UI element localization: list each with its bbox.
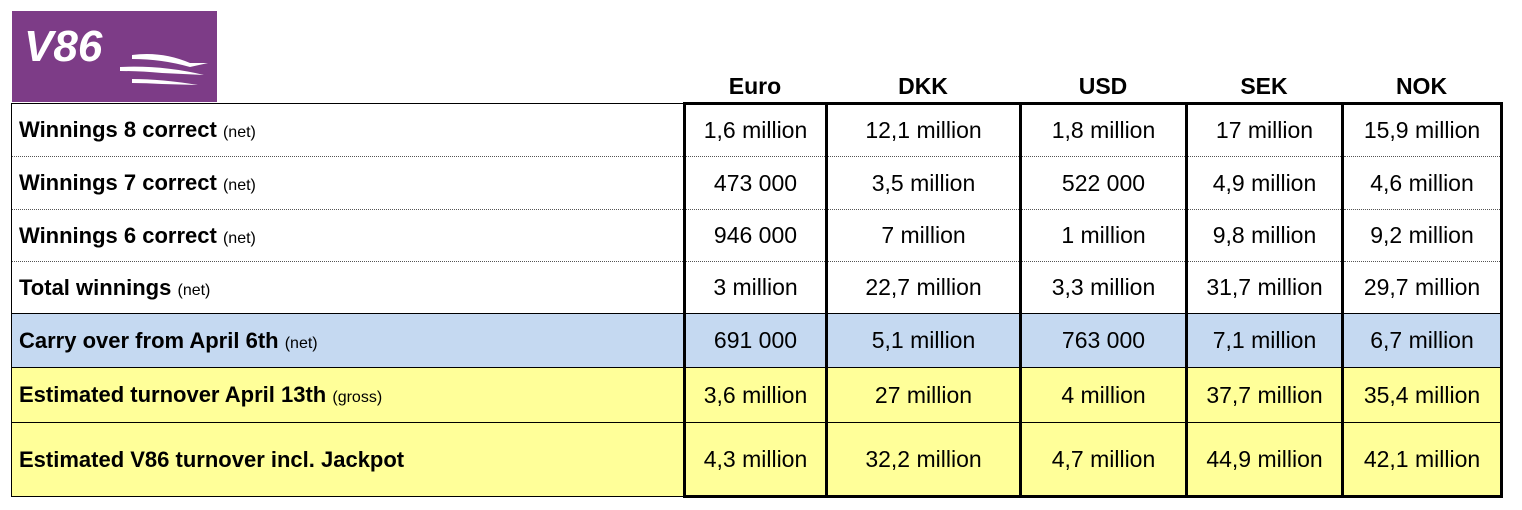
- table-row: Estimated turnover April 13th (gross) 3,…: [11, 367, 1503, 423]
- table-row: Winnings 8 correct (net) 1,6 million 12,…: [11, 102, 1503, 157]
- cell-nok: 4,6 million: [1341, 156, 1503, 210]
- cell-euro: 691 000: [683, 313, 828, 368]
- cell-dkk: 27 million: [825, 367, 1022, 423]
- row-note: (net): [284, 334, 318, 352]
- cell-sek: 17 million: [1185, 102, 1344, 157]
- cell-euro: 1,6 million: [683, 102, 828, 157]
- logo-text: V86: [24, 22, 103, 71]
- row-label: Estimated turnover April 13th (gross): [11, 367, 685, 423]
- cell-nok: 6,7 million: [1341, 313, 1503, 368]
- cell-nok: 35,4 million: [1341, 367, 1503, 423]
- cell-sek: 4,9 million: [1185, 156, 1344, 210]
- cell-euro: 4,3 million: [683, 422, 828, 498]
- cell-usd: 3,3 million: [1019, 261, 1188, 314]
- cell-sek: 31,7 million: [1185, 261, 1344, 314]
- row-label: Estimated V86 turnover incl. Jackpot: [11, 422, 685, 497]
- table-row: Winnings 6 correct (net) 946 000 7 milli…: [11, 209, 1503, 262]
- column-header-usd: USD: [1078, 73, 1128, 99]
- cell-dkk: 22,7 million: [825, 261, 1022, 314]
- winnings-table: Winnings 8 correct (net) 1,6 million 12,…: [11, 102, 1503, 498]
- cell-usd: 1 million: [1019, 209, 1188, 262]
- column-header-nok: NOK: [1395, 73, 1448, 99]
- cell-euro: 473 000: [683, 156, 828, 210]
- row-label: Winnings 7 correct (net): [11, 156, 685, 210]
- cell-usd: 522 000: [1019, 156, 1188, 210]
- row-label: Carry over from April 6th (net): [11, 313, 685, 368]
- cell-usd: 763 000: [1019, 313, 1188, 368]
- cell-euro: 3 million: [683, 261, 828, 314]
- column-header-sek: SEK: [1240, 73, 1288, 99]
- table-row: Total winnings (net) 3 million 22,7 mill…: [11, 261, 1503, 314]
- cell-nok: 15,9 million: [1341, 102, 1503, 157]
- row-note: (gross): [332, 389, 383, 406]
- row-note: (net): [222, 124, 256, 141]
- cell-euro: 3,6 million: [683, 367, 828, 423]
- column-header-euro: Euro: [728, 73, 782, 99]
- table-row: Winnings 7 correct (net) 473 000 3,5 mil…: [11, 156, 1503, 210]
- cell-sek: 37,7 million: [1185, 367, 1344, 423]
- cell-usd: 4 million: [1019, 367, 1188, 423]
- column-header-dkk: DKK: [898, 73, 948, 99]
- cell-dkk: 32,2 million: [825, 422, 1022, 498]
- cell-nok: 29,7 million: [1341, 261, 1503, 314]
- cell-dkk: 7 million: [825, 209, 1022, 262]
- cell-sek: 7,1 million: [1185, 313, 1344, 368]
- row-note: (net): [222, 229, 256, 247]
- cell-dkk: 12,1 million: [825, 102, 1022, 157]
- v86-logo: V86: [12, 11, 217, 102]
- row-note: (net): [177, 281, 211, 299]
- row-label: Winnings 6 correct (net): [11, 209, 685, 262]
- cell-dkk: 3,5 million: [825, 156, 1022, 210]
- cell-euro: 946 000: [683, 209, 828, 262]
- row-label: Total winnings (net): [11, 261, 685, 314]
- cell-dkk: 5,1 million: [825, 313, 1022, 368]
- cell-sek: 9,8 million: [1185, 209, 1344, 262]
- cell-sek: 44,9 million: [1185, 422, 1344, 498]
- table-row: Carry over from April 6th (net) 691 000 …: [11, 313, 1503, 368]
- row-label: Winnings 8 correct (net): [11, 103, 685, 157]
- row-note: (net): [222, 177, 256, 194]
- cell-nok: 9,2 million: [1341, 209, 1503, 262]
- cell-usd: 4,7 million: [1019, 422, 1188, 498]
- cell-usd: 1,8 million: [1019, 102, 1188, 157]
- table-row: Estimated V86 turnover incl. Jackpot 4,3…: [11, 422, 1503, 498]
- cell-nok: 42,1 million: [1341, 422, 1503, 498]
